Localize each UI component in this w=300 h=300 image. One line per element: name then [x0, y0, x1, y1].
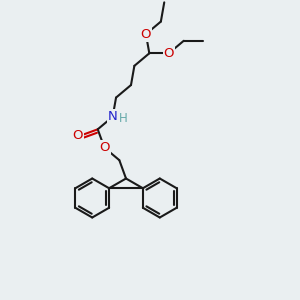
Text: O: O: [99, 141, 110, 154]
Text: O: O: [164, 47, 174, 60]
Text: H: H: [119, 112, 128, 125]
Text: N: N: [108, 110, 118, 123]
Text: O: O: [141, 28, 151, 40]
Text: O: O: [73, 130, 83, 142]
